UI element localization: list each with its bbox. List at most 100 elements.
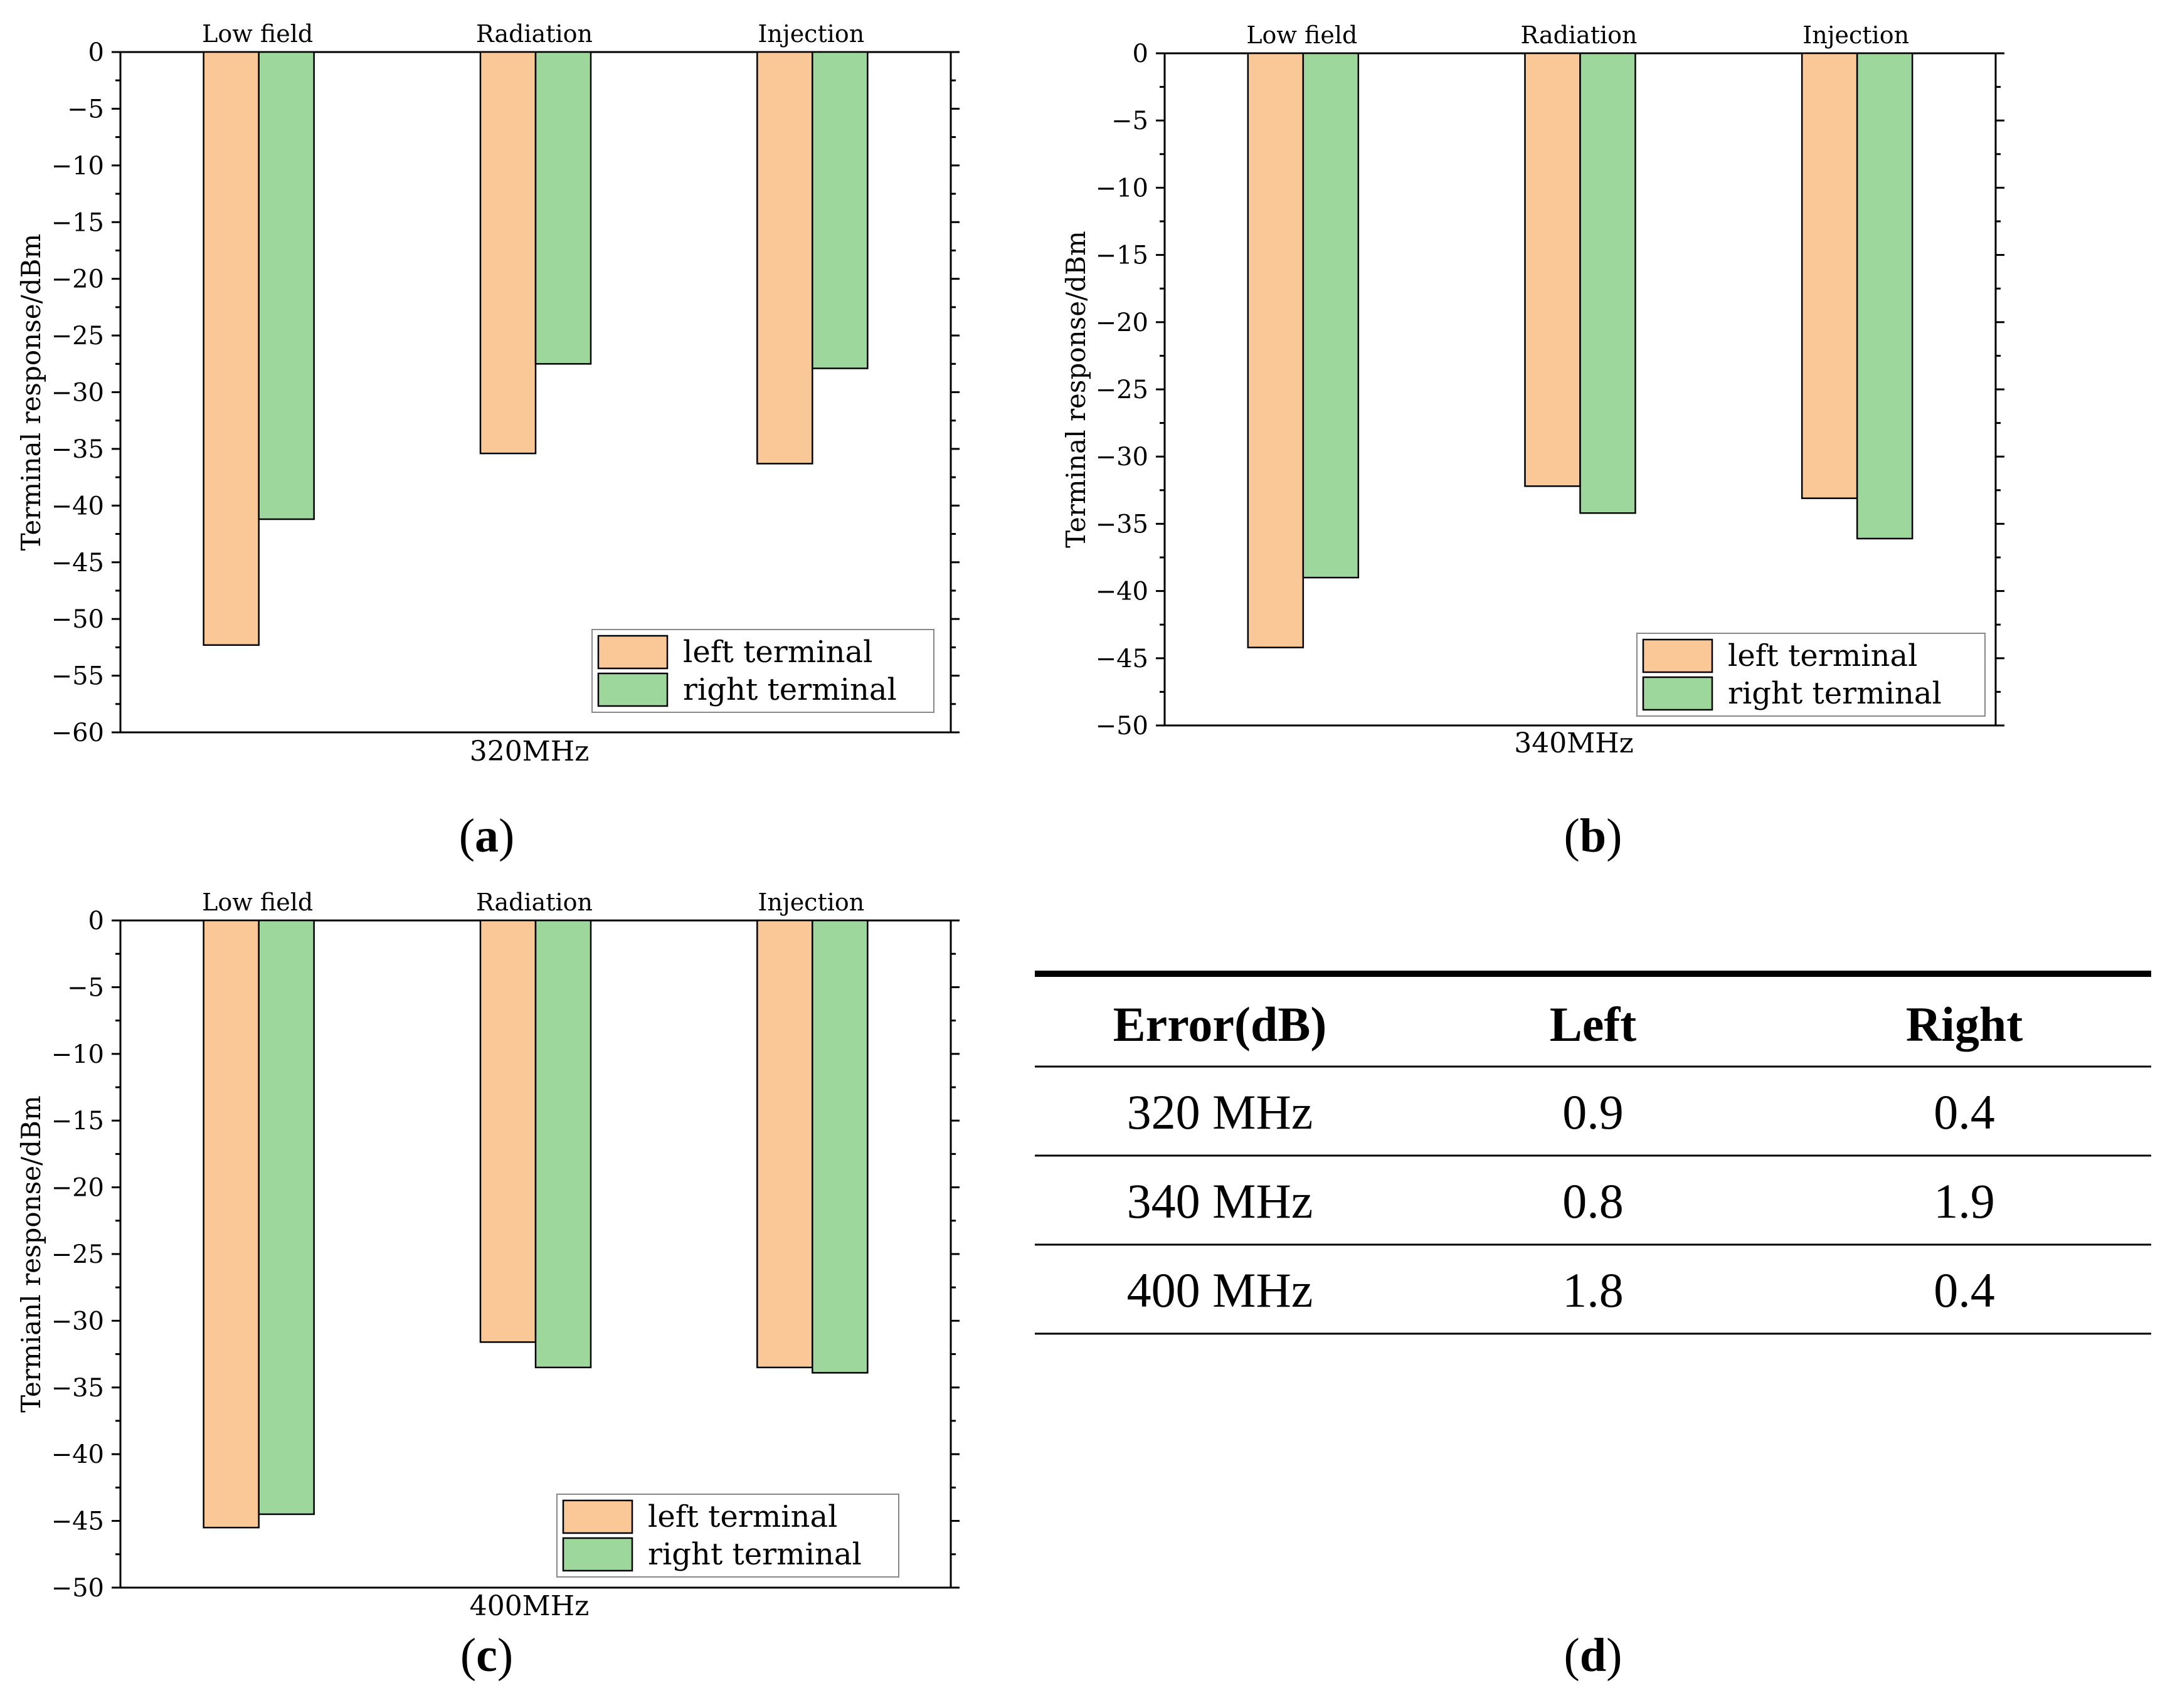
y-tick-label: −40: [51, 492, 104, 520]
table-cell: 320 MHz: [1127, 1085, 1313, 1139]
legend-swatch-right: [562, 1537, 633, 1572]
table-header-cell: Left: [1550, 997, 1637, 1052]
table-cell: 0.8: [1562, 1174, 1624, 1228]
legend-label: right terminal: [683, 672, 897, 707]
y-tick-label: −35: [51, 435, 104, 464]
bar-left-terminal: [1247, 52, 1305, 648]
category-label: Radiation: [1520, 21, 1637, 49]
y-tick-label: −20: [1096, 308, 1148, 337]
category-label: Injection: [1802, 21, 1909, 49]
legend-swatch-left: [562, 1499, 633, 1534]
y-tick-label: −15: [1096, 241, 1148, 270]
table-header-cell: Error(dB): [1113, 997, 1327, 1052]
y-tick-label: −50: [51, 605, 104, 634]
bar-left-terminal: [756, 51, 813, 465]
legend-swatch-right: [597, 672, 669, 707]
bar-right-terminal: [534, 51, 592, 365]
y-tick-label: 0: [88, 38, 104, 67]
table-cell: 400 MHz: [1127, 1263, 1313, 1317]
x-axis-label: 400MHz: [470, 1590, 590, 1622]
table-cell: 0.9: [1562, 1085, 1624, 1139]
bar-right-terminal: [1579, 52, 1636, 514]
bar-right-terminal: [812, 51, 869, 369]
bar-left-terminal: [756, 919, 813, 1369]
error-table: Error(dB) Left Right 320 MHz 0.9 0.4 340 MHz 0.…: [1035, 971, 2151, 1335]
category-label: Injection: [758, 888, 864, 916]
y-tick-label: −35: [51, 1374, 104, 1403]
bar-left-terminal: [1801, 52, 1858, 499]
y-tick-label: −45: [51, 1507, 104, 1536]
y-axis-label: Termianl response/dBm: [16, 1095, 46, 1413]
y-tick-label: −40: [51, 1440, 104, 1469]
bar-left-terminal: [1524, 52, 1581, 487]
legend-swatch-left: [1642, 638, 1713, 673]
y-tick-label: 0: [88, 907, 104, 936]
chart-b: 0 −5 −10 −15 −20 −25 −30 −35 −40 −45 −50 Terminal r…: [1061, 21, 2004, 759]
y-tick-label: −25: [51, 1240, 104, 1269]
y-tick-label: −20: [51, 265, 104, 294]
y-tick-label: −30: [51, 1307, 104, 1336]
bar-left-terminal: [203, 919, 260, 1529]
y-tick-label: −60: [51, 719, 104, 747]
panel-label-c: (c): [460, 1629, 513, 1682]
legend-label: left terminal: [1728, 638, 1917, 673]
legend-swatch-left: [597, 635, 669, 670]
y-tick-label: −25: [1096, 376, 1148, 404]
panel-label-a: (a): [459, 809, 515, 862]
y-tick-label: −30: [1096, 443, 1148, 472]
y-tick-label: −45: [51, 549, 104, 577]
chart-a: 0 −5 −10 −15 −20 −25 −30 −35 −40 −45 −50 −55 −60 Term…: [16, 20, 960, 767]
y-tick-label: −10: [1096, 174, 1148, 203]
chart-c: 0 −5 −10 −15 −20 −25 −30 −35 −40 −45 −50 Termianl r…: [16, 888, 960, 1622]
bar-right-terminal: [534, 919, 592, 1369]
table-cell: 1.9: [1934, 1174, 1995, 1228]
table-cell: 0.4: [1934, 1263, 1995, 1317]
category-label: Low field: [202, 888, 313, 916]
category-label: Low field: [1246, 21, 1357, 49]
y-axis-label: Terminal response/dBm: [16, 234, 46, 551]
panel-label-d: (d): [1564, 1629, 1622, 1682]
y-tick-label: −55: [51, 662, 104, 691]
y-tick-label: −15: [51, 208, 104, 237]
y-tick-label: −35: [1096, 510, 1148, 539]
table-cell: 340 MHz: [1127, 1174, 1313, 1228]
y-tick-label: −25: [51, 322, 104, 351]
y-tick-label: −10: [51, 152, 104, 181]
y-tick-label: −30: [51, 379, 104, 408]
y-tick-label: −50: [1096, 712, 1148, 741]
legend-label: right terminal: [1728, 676, 1942, 711]
legend-label: left terminal: [683, 635, 872, 670]
table-cell: 0.4: [1934, 1085, 1995, 1139]
y-tick-label: −5: [67, 95, 104, 124]
bar-right-terminal: [1302, 52, 1360, 579]
bar-left-terminal: [203, 51, 260, 646]
bar-left-terminal: [479, 919, 537, 1343]
x-axis-label: 320MHz: [470, 735, 590, 767]
category-label: Injection: [758, 20, 864, 48]
y-tick-label: −15: [51, 1107, 104, 1136]
y-tick-label: −10: [51, 1040, 104, 1069]
bar-right-terminal: [258, 919, 315, 1516]
y-tick-label: −5: [67, 973, 104, 1002]
category-label: Radiation: [476, 20, 593, 48]
y-tick-label: −45: [1096, 645, 1148, 673]
y-tick-label: −40: [1096, 577, 1148, 606]
y-tick-label: 0: [1133, 40, 1148, 68]
y-axis-label: Terminal response/dBm: [1061, 231, 1091, 548]
bar-right-terminal: [258, 51, 315, 520]
bar-left-terminal: [479, 51, 537, 455]
y-tick-label: −5: [1111, 107, 1148, 135]
y-tick-label: −50: [51, 1574, 104, 1603]
legend-swatch-right: [1642, 676, 1713, 711]
x-axis-label: 340MHz: [1514, 727, 1634, 759]
category-label: Radiation: [476, 888, 593, 916]
bar-right-terminal: [1856, 52, 1913, 540]
y-tick-label: −20: [51, 1174, 104, 1203]
category-label: Low field: [202, 20, 313, 48]
bar-right-terminal: [812, 919, 869, 1374]
table-header-cell: Right: [1906, 997, 2023, 1052]
